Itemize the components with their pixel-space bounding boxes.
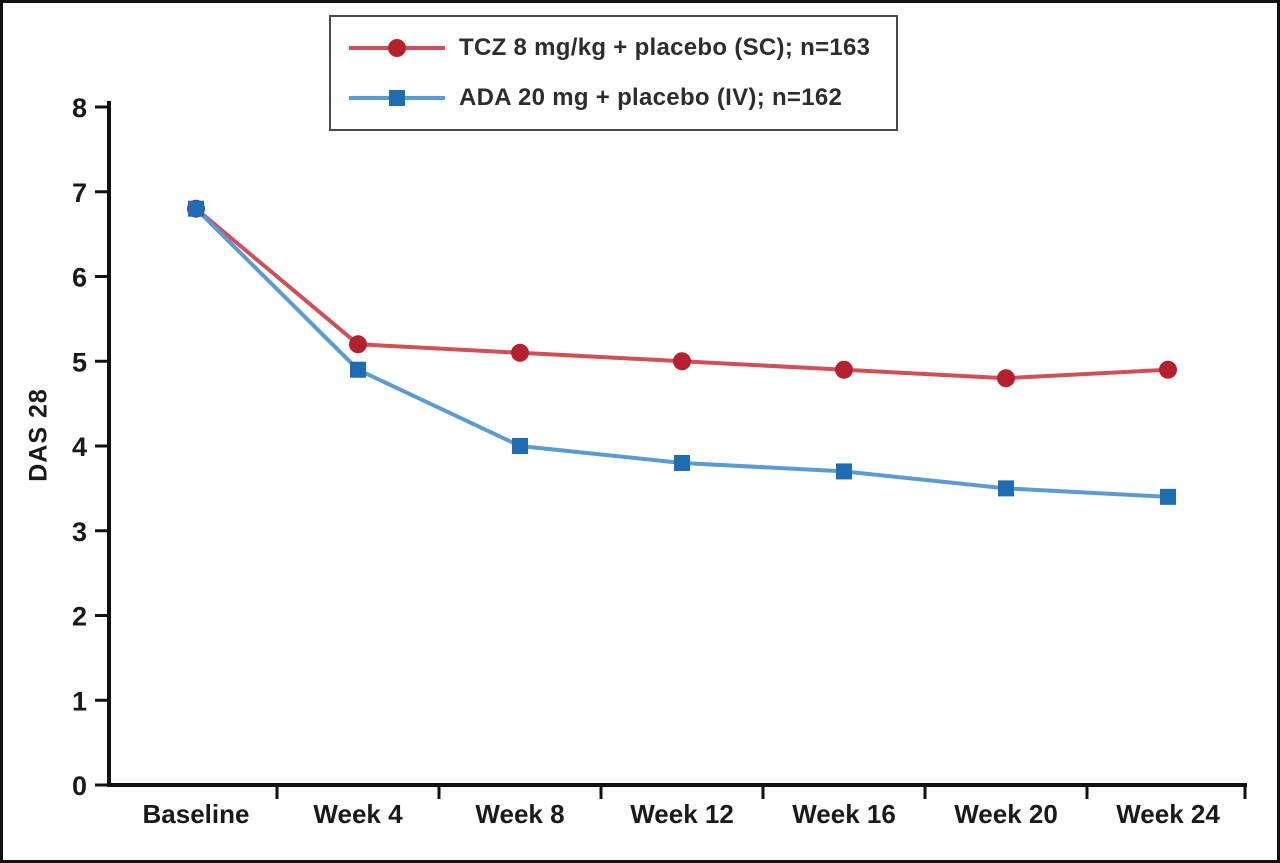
- data-point: [349, 335, 367, 353]
- legend-item: ADA 20 mg + placebo (IV); n=162: [347, 75, 870, 121]
- y-tick-label: 0: [72, 771, 87, 801]
- legend-marker-square: [347, 82, 447, 114]
- y-tick-label: 7: [72, 178, 87, 208]
- x-tick-label: Week 12: [630, 799, 734, 829]
- data-point: [1160, 489, 1176, 505]
- y-tick-label: 1: [72, 686, 87, 716]
- y-axis-title: DAS 28: [25, 388, 54, 482]
- data-point: [511, 344, 529, 362]
- data-point: [1159, 361, 1177, 379]
- x-tick-label: Week 16: [792, 799, 896, 829]
- legend: TCZ 8 mg/kg + placebo (SC); n=163 ADA 20 …: [329, 15, 898, 131]
- chart-frame: 0 1 2 3 4 5 6 7 8 Baseline Week 4 Week 8 Week 12 Week…: [0, 0, 1280, 863]
- data-point: [998, 480, 1014, 496]
- plot-area: 0 1 2 3 4 5 6 7 8 Baseline Week 4 Week 8 Week 12 Week…: [3, 3, 1277, 860]
- y-tick-label: 5: [72, 347, 87, 377]
- data-point: [997, 369, 1015, 387]
- data-point: [188, 201, 204, 217]
- legend-item: TCZ 8 mg/kg + placebo (SC); n=163: [347, 25, 870, 71]
- data-point: [674, 455, 690, 471]
- y-tick-label: 6: [72, 263, 87, 293]
- y-tick-label: 4: [72, 432, 87, 462]
- x-tick-label: Week 24: [1116, 799, 1220, 829]
- x-tick-label: Baseline: [143, 799, 250, 829]
- x-tick-label: Week 4: [313, 799, 403, 829]
- data-point: [836, 463, 852, 479]
- legend-label: TCZ 8 mg/kg + placebo (SC); n=163: [459, 34, 870, 62]
- data-point: [512, 438, 528, 454]
- data-point: [835, 361, 853, 379]
- legend-label: ADA 20 mg + placebo (IV); n=162: [459, 84, 842, 112]
- legend-marker-circle: [347, 32, 447, 64]
- x-tick-label: Week 8: [475, 799, 564, 829]
- data-point: [350, 362, 366, 378]
- y-tick-label: 3: [72, 517, 87, 547]
- y-tick-label: 8: [72, 93, 87, 123]
- y-tick-label: 2: [72, 602, 87, 632]
- x-tick-label: Week 20: [954, 799, 1058, 829]
- data-point: [673, 352, 691, 370]
